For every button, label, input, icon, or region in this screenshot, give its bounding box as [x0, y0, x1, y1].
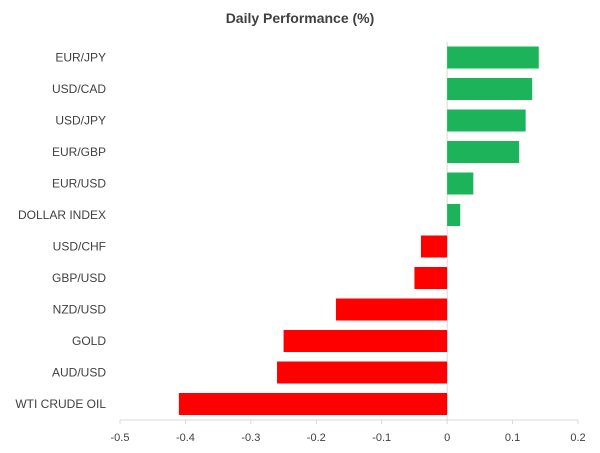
category-label: EUR/GBP	[52, 145, 106, 159]
x-tick-label: -0.3	[241, 432, 260, 444]
category-label: EUR/USD	[52, 177, 106, 191]
bar	[447, 109, 526, 132]
bar	[447, 46, 539, 69]
bar	[447, 78, 533, 100]
category-label: GOLD	[72, 334, 106, 348]
category-label: USD/JPY	[55, 114, 106, 128]
bar	[283, 330, 448, 352]
category-label: EUR/JPY	[55, 51, 106, 65]
category-label: WTI CRUDE OIL	[15, 397, 106, 411]
category-label: GBP/USD	[52, 271, 106, 285]
bar	[277, 361, 448, 384]
x-tick-label: -0.2	[307, 432, 326, 444]
category-label: NZD/USD	[53, 303, 107, 317]
x-tick-label: 0.2	[570, 432, 585, 444]
bar	[414, 267, 448, 289]
category-label: AUD/USD	[52, 366, 106, 380]
bar	[178, 393, 448, 415]
bar	[447, 141, 520, 163]
x-tick-label: -0.5	[111, 432, 130, 444]
bar	[420, 235, 448, 258]
x-tick-label: -0.4	[176, 432, 195, 444]
bar	[335, 298, 448, 321]
chart-title: Daily Performance (%)	[225, 10, 375, 26]
bar	[447, 204, 461, 226]
bar	[447, 172, 474, 195]
category-label: DOLLAR INDEX	[18, 208, 106, 222]
category-label: USD/CAD	[52, 82, 106, 96]
x-tick-label: 0	[444, 432, 450, 444]
x-tick-label: 0.1	[505, 432, 520, 444]
x-tick-label: -0.1	[372, 432, 391, 444]
category-label: USD/CHF	[53, 240, 106, 254]
